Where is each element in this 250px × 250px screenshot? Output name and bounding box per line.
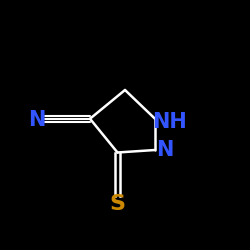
- Text: S: S: [110, 194, 126, 214]
- Text: N: N: [28, 110, 46, 130]
- Text: NH: NH: [152, 112, 188, 132]
- Text: N: N: [156, 140, 174, 160]
